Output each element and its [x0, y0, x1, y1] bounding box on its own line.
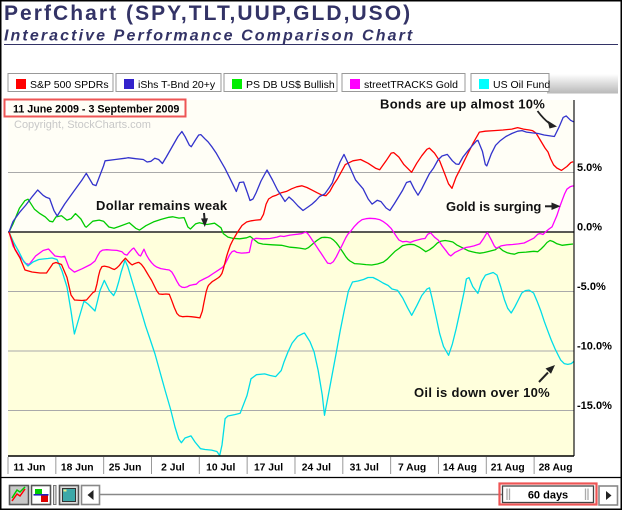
svg-text:PerfChart (SPY,TLT,UUP,GLD,USO: PerfChart (SPY,TLT,UUP,GLD,USO) — [4, 2, 412, 25]
svg-text:Bonds are up almost 10%: Bonds are up almost 10% — [380, 97, 545, 112]
svg-text:-15.0%: -15.0% — [577, 400, 612, 412]
svg-text:Dollar remains weak: Dollar remains weak — [96, 198, 228, 213]
svg-text:Copyright, StockCharts.com: Copyright, StockCharts.com — [14, 119, 151, 131]
svg-text:2 Jul: 2 Jul — [161, 463, 185, 474]
svg-text:31 Jul: 31 Jul — [350, 463, 379, 474]
svg-text:Interactive Performance Compar: Interactive Performance Comparison Chart — [4, 28, 414, 45]
svg-text:5.0%: 5.0% — [577, 162, 602, 174]
svg-text:10 Jul: 10 Jul — [206, 463, 235, 474]
svg-text:11 June 2009 - 3 September 200: 11 June 2009 - 3 September 2009 — [13, 104, 179, 116]
svg-text:streetTRACKS Gold: streetTRACKS Gold — [364, 79, 458, 91]
svg-text:iShs T-Bnd 20+y: iShs T-Bnd 20+y — [138, 79, 216, 91]
svg-text:Gold is surging: Gold is surging — [446, 199, 541, 214]
svg-text:-5.0%: -5.0% — [577, 281, 606, 293]
svg-text:60 days: 60 days — [528, 490, 568, 502]
svg-text:PS DB US$ Bullish: PS DB US$ Bullish — [246, 79, 335, 91]
svg-text:-10.0%: -10.0% — [577, 341, 612, 353]
svg-text:US Oil Fund: US Oil Fund — [493, 79, 550, 91]
svg-text:28 Aug: 28 Aug — [539, 463, 573, 474]
svg-text:Oil is down over 10%: Oil is down over 10% — [414, 385, 550, 400]
svg-text:17 Jul: 17 Jul — [254, 463, 283, 474]
svg-text:11 Jun: 11 Jun — [13, 463, 45, 474]
svg-text:25 Jun: 25 Jun — [109, 463, 142, 474]
svg-text:14 Aug: 14 Aug — [443, 463, 477, 474]
svg-text:0.0%: 0.0% — [577, 222, 602, 234]
svg-text:21 Aug: 21 Aug — [491, 463, 525, 474]
svg-text:18 Jun: 18 Jun — [61, 463, 94, 474]
svg-text:S&P 500 SPDRs: S&P 500 SPDRs — [30, 79, 109, 91]
svg-text:24 Jul: 24 Jul — [302, 463, 331, 474]
svg-text:7 Aug: 7 Aug — [398, 463, 426, 474]
